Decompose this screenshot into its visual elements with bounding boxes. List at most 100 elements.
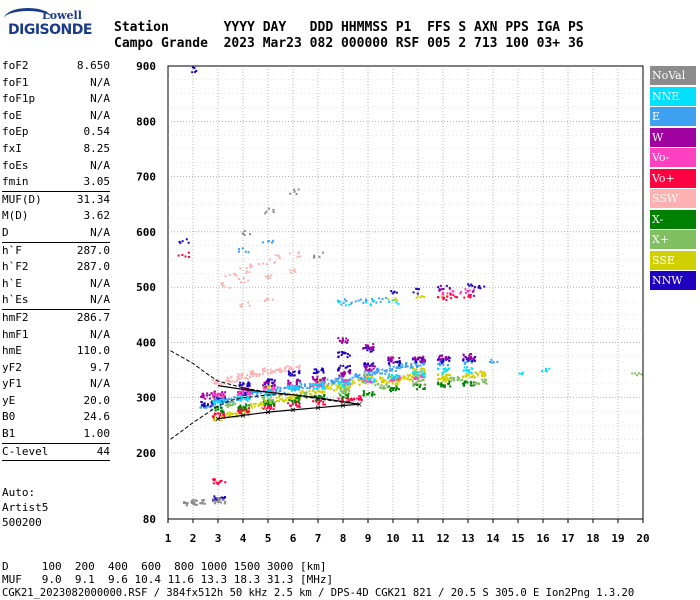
data-point — [418, 383, 421, 386]
header-labels: Station YYYY DAY DDD HHMMSS P1 FFS S AXN… — [114, 20, 584, 35]
data-point — [298, 402, 301, 405]
data-point — [541, 370, 544, 373]
data-point — [319, 384, 322, 387]
data-point — [333, 389, 336, 392]
data-point — [239, 267, 242, 270]
data-point — [388, 380, 391, 383]
data-point — [216, 483, 219, 486]
data-point — [369, 373, 372, 376]
data-point — [235, 399, 238, 402]
data-point — [273, 261, 276, 264]
data-point — [373, 365, 376, 368]
data-point — [420, 368, 423, 371]
data-point — [442, 360, 445, 363]
data-point — [287, 382, 290, 385]
data-point — [385, 383, 388, 386]
data-point — [389, 369, 392, 372]
data-point — [443, 384, 446, 387]
data-point — [229, 381, 232, 384]
data-point — [245, 398, 248, 401]
data-point — [295, 388, 298, 391]
data-point — [218, 481, 221, 484]
data-point — [394, 383, 397, 386]
x-tick-label: 19 — [611, 532, 624, 545]
data-point — [214, 502, 217, 505]
data-point — [267, 207, 270, 210]
data-point — [397, 374, 400, 377]
data-point — [313, 394, 316, 397]
data-point — [345, 341, 348, 344]
data-point — [472, 374, 475, 377]
data-point — [485, 382, 488, 385]
data-point — [228, 273, 231, 276]
data-point — [238, 412, 241, 415]
data-point — [461, 378, 464, 381]
data-point — [484, 380, 487, 383]
file-info-footer: CGK21_2023082000000.RSF / 384fx512h 50 k… — [2, 587, 635, 599]
data-point — [416, 288, 419, 291]
data-point — [267, 385, 270, 388]
data-point — [415, 383, 418, 386]
data-point — [483, 378, 486, 381]
data-point — [343, 298, 346, 301]
data-point — [248, 404, 251, 407]
data-point — [222, 497, 225, 500]
data-point — [437, 363, 440, 366]
data-point — [289, 374, 292, 377]
data-point — [242, 393, 245, 396]
data-point — [308, 386, 311, 389]
data-point — [417, 377, 420, 380]
data-point — [423, 383, 426, 386]
data-point — [294, 388, 297, 391]
data-point — [371, 392, 374, 395]
data-point — [313, 391, 316, 394]
data-point — [269, 258, 272, 261]
data-point — [341, 379, 344, 382]
param-key: h`F2 — [2, 260, 29, 274]
data-point — [471, 360, 474, 363]
data-point — [372, 364, 375, 367]
data-point — [297, 385, 300, 388]
data-point — [238, 407, 241, 410]
data-point — [263, 383, 266, 386]
data-point — [446, 295, 449, 298]
data-point — [387, 357, 390, 360]
data-point — [217, 400, 220, 403]
data-point — [518, 372, 521, 375]
data-point — [267, 383, 270, 386]
data-point — [270, 274, 273, 277]
data-point — [298, 364, 301, 367]
data-point — [439, 288, 442, 291]
data-point — [267, 298, 270, 301]
data-point — [373, 380, 376, 383]
data-point — [295, 381, 298, 384]
data-point — [418, 386, 421, 389]
data-point — [317, 403, 320, 406]
data-point — [217, 383, 220, 386]
data-point — [314, 379, 317, 382]
data-point — [247, 301, 250, 304]
x-tick-label: 12 — [436, 532, 449, 545]
data-point — [470, 355, 473, 358]
data-point — [201, 500, 204, 503]
data-point — [423, 387, 426, 390]
data-point — [303, 383, 306, 386]
data-point — [295, 397, 298, 400]
data-point — [436, 378, 439, 381]
data-point — [459, 292, 462, 295]
data-point — [405, 361, 408, 364]
data-point — [199, 406, 202, 409]
data-point — [442, 376, 445, 379]
data-point — [311, 390, 314, 393]
data-point — [353, 381, 356, 384]
data-point — [306, 387, 309, 390]
data-point — [348, 390, 351, 393]
data-point — [472, 381, 475, 384]
data-point — [387, 385, 390, 388]
data-point — [381, 379, 384, 382]
data-point — [250, 265, 253, 268]
data-point — [407, 375, 410, 378]
data-point — [293, 399, 296, 402]
data-point — [481, 378, 484, 381]
data-point — [236, 393, 239, 396]
